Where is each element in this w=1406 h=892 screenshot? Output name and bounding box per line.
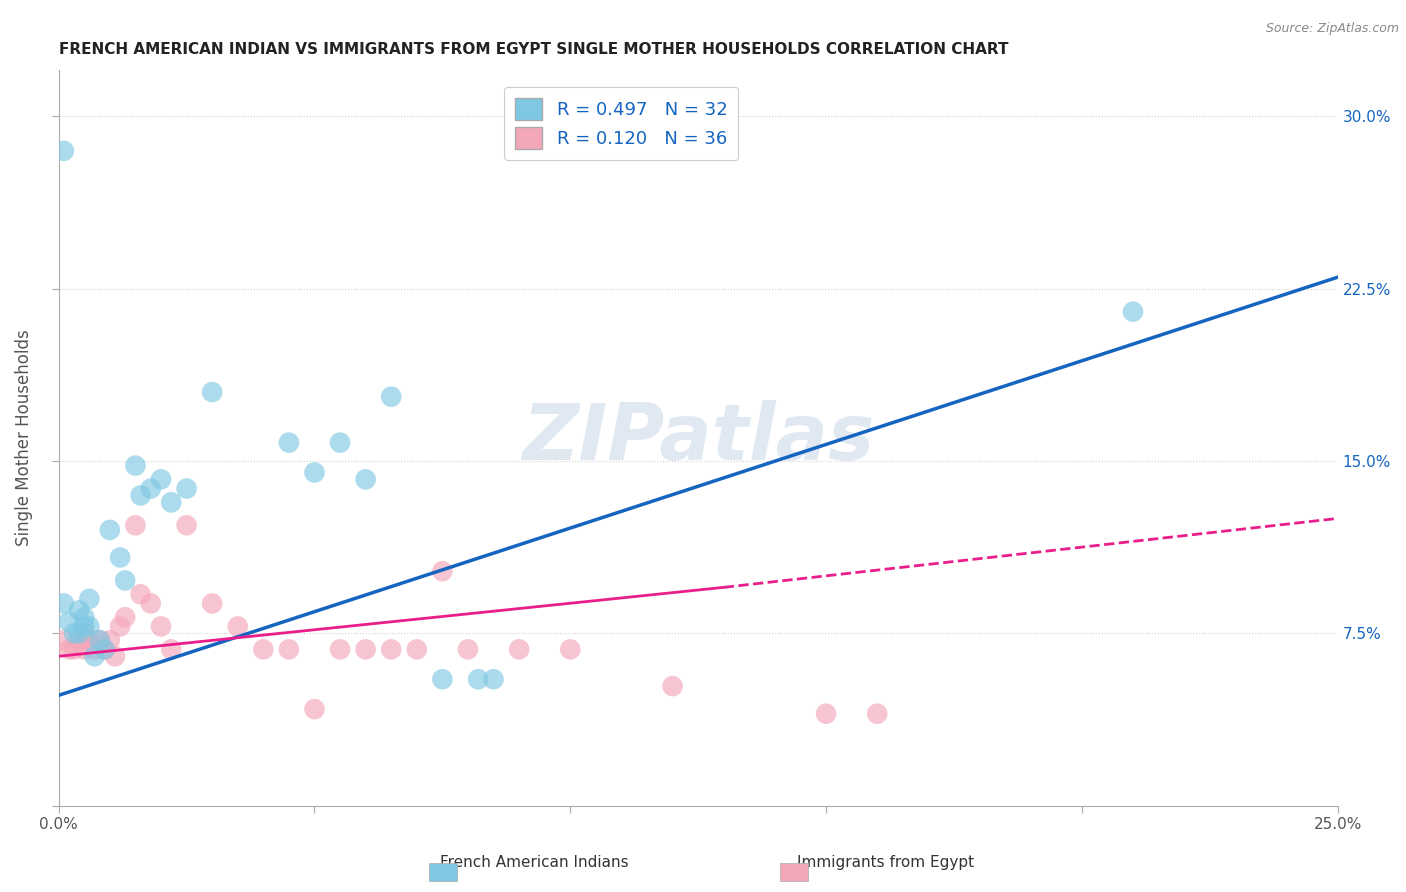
Point bbox=[176, 518, 198, 533]
Point bbox=[560, 642, 582, 657]
Point bbox=[93, 642, 115, 657]
Y-axis label: Single Mother Households: Single Mother Households bbox=[15, 330, 32, 547]
Point bbox=[83, 642, 105, 657]
Point bbox=[160, 642, 183, 657]
Legend: R = 0.497   N = 32, R = 0.120   N = 36: R = 0.497 N = 32, R = 0.120 N = 36 bbox=[505, 87, 738, 160]
Point bbox=[129, 488, 152, 502]
Point bbox=[52, 633, 75, 648]
Point bbox=[329, 435, 352, 450]
Point bbox=[114, 610, 136, 624]
Point bbox=[108, 619, 131, 633]
Point bbox=[201, 385, 224, 400]
Point bbox=[124, 518, 146, 533]
Point bbox=[114, 574, 136, 588]
Point bbox=[79, 633, 101, 648]
Point bbox=[277, 435, 299, 450]
Point bbox=[380, 642, 402, 657]
Point bbox=[58, 642, 80, 657]
Point bbox=[661, 679, 683, 693]
Point bbox=[83, 649, 105, 664]
Point bbox=[52, 144, 75, 158]
Text: FRENCH AMERICAN INDIAN VS IMMIGRANTS FROM EGYPT SINGLE MOTHER HOUSEHOLDS CORRELA: FRENCH AMERICAN INDIAN VS IMMIGRANTS FRO… bbox=[59, 42, 1008, 57]
Point bbox=[79, 591, 101, 606]
Point bbox=[73, 619, 96, 633]
Point bbox=[329, 642, 352, 657]
Point bbox=[98, 633, 121, 648]
Point bbox=[201, 596, 224, 610]
Point bbox=[482, 672, 505, 686]
Point bbox=[252, 642, 274, 657]
Point bbox=[354, 472, 377, 486]
Text: Source: ZipAtlas.com: Source: ZipAtlas.com bbox=[1265, 22, 1399, 36]
Point bbox=[89, 633, 111, 648]
Point bbox=[63, 642, 86, 657]
Point bbox=[150, 472, 173, 486]
Point bbox=[73, 610, 96, 624]
Point bbox=[226, 619, 249, 633]
Point bbox=[98, 523, 121, 537]
Point bbox=[508, 642, 530, 657]
Point bbox=[405, 642, 427, 657]
Point bbox=[176, 482, 198, 496]
Point bbox=[304, 466, 326, 480]
Point bbox=[467, 672, 489, 686]
Point bbox=[124, 458, 146, 473]
Text: Immigrants from Egypt: Immigrants from Egypt bbox=[797, 855, 974, 870]
Point bbox=[67, 633, 90, 648]
Point bbox=[89, 633, 111, 648]
Point bbox=[432, 672, 454, 686]
Point bbox=[67, 603, 90, 617]
Point bbox=[52, 596, 75, 610]
Point bbox=[129, 587, 152, 601]
Point bbox=[866, 706, 889, 721]
Point bbox=[108, 550, 131, 565]
Point bbox=[73, 642, 96, 657]
Point bbox=[432, 564, 454, 578]
Point bbox=[139, 482, 162, 496]
Point bbox=[354, 642, 377, 657]
Point bbox=[93, 642, 115, 657]
Point bbox=[67, 626, 90, 640]
Text: ZIPatlas: ZIPatlas bbox=[522, 400, 875, 476]
Point bbox=[79, 619, 101, 633]
Point bbox=[58, 615, 80, 629]
Point bbox=[160, 495, 183, 509]
Point bbox=[73, 626, 96, 640]
Point bbox=[139, 596, 162, 610]
Point bbox=[150, 619, 173, 633]
Point bbox=[457, 642, 479, 657]
Point bbox=[380, 390, 402, 404]
Point bbox=[277, 642, 299, 657]
Point bbox=[104, 649, 127, 664]
Point bbox=[63, 626, 86, 640]
Point bbox=[1122, 304, 1144, 318]
Text: French American Indians: French American Indians bbox=[440, 855, 628, 870]
Point bbox=[304, 702, 326, 716]
Point bbox=[815, 706, 838, 721]
